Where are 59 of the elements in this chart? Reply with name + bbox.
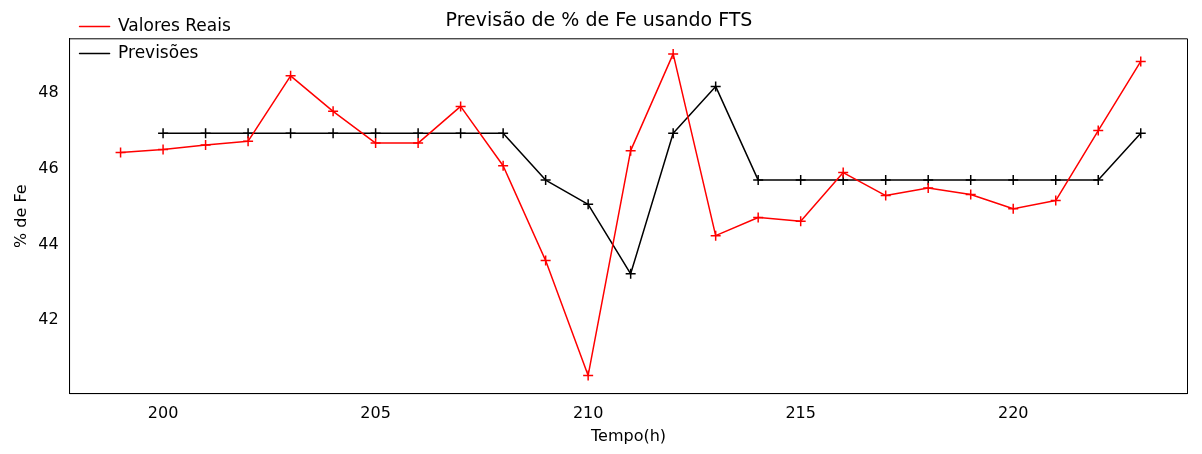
- point: [794, 174, 807, 186]
- point: [1049, 174, 1062, 186]
- point: [114, 146, 127, 159]
- point: [582, 198, 594, 211]
- point: [539, 174, 552, 186]
- point: [327, 127, 339, 140]
- point: [1134, 55, 1147, 68]
- point: [157, 143, 169, 156]
- chart-title: Previsão de % de Fe usando FTS: [445, 8, 753, 31]
- point: [242, 135, 254, 147]
- point: [1007, 203, 1019, 215]
- point: [199, 139, 212, 151]
- point: [454, 100, 467, 113]
- point: [794, 215, 807, 228]
- point: [752, 211, 764, 224]
- y-tick-label: 46: [38, 157, 59, 177]
- point: [964, 174, 977, 186]
- x-tick-label: 200: [147, 403, 179, 423]
- point: [1092, 124, 1104, 137]
- point: [412, 127, 424, 140]
- x-tick-label: 205: [360, 403, 391, 423]
- point: [837, 166, 849, 179]
- point: [582, 369, 594, 382]
- point: [497, 160, 509, 172]
- y-axis-title: % de Fe: [10, 184, 30, 248]
- point: [327, 105, 339, 118]
- point: [369, 137, 382, 149]
- point: [709, 80, 722, 93]
- point: [964, 188, 977, 201]
- point: [1007, 174, 1019, 186]
- point: [157, 127, 169, 140]
- point: [624, 144, 637, 157]
- point: [369, 127, 382, 140]
- x-tick-label: 215: [785, 403, 816, 423]
- point: [539, 254, 552, 267]
- x-tick-label: 210: [572, 403, 604, 423]
- x-axis-title: Tempo(h): [590, 425, 667, 445]
- point: [879, 189, 892, 202]
- point: [667, 127, 679, 140]
- point: [624, 268, 637, 280]
- point: [667, 48, 679, 60]
- point: [454, 127, 467, 140]
- point: [1049, 194, 1062, 207]
- legend-label: Previsões: [118, 41, 199, 62]
- point: [1134, 127, 1147, 140]
- point: [752, 174, 764, 186]
- legend-label: Valores Reais: [118, 14, 231, 35]
- point: [879, 174, 892, 186]
- point: [412, 137, 424, 149]
- point: [284, 127, 297, 140]
- point: [284, 70, 297, 82]
- point: [497, 127, 509, 140]
- point: [709, 229, 722, 242]
- y-tick-label: 44: [38, 233, 59, 253]
- y-tick-label: 42: [38, 309, 59, 329]
- point: [199, 127, 212, 140]
- x-tick-label: 220: [997, 403, 1029, 423]
- point: [1092, 174, 1104, 186]
- y-tick-label: 48: [38, 82, 59, 102]
